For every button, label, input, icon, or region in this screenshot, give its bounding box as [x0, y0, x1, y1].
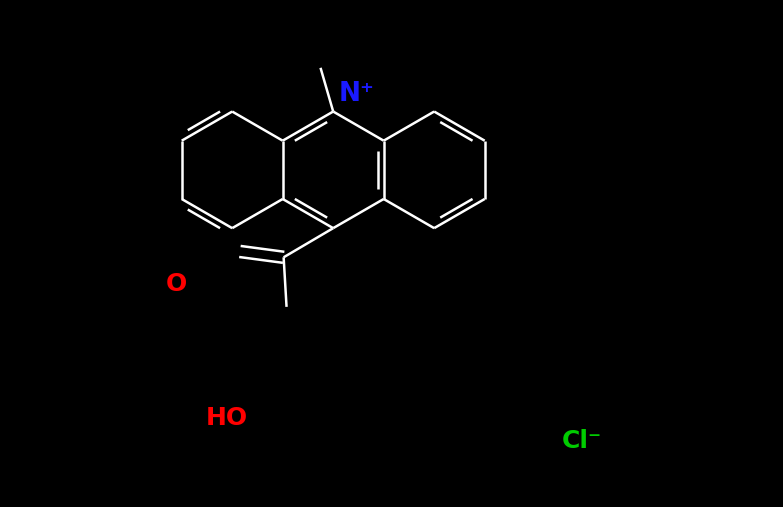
Text: N⁺: N⁺	[338, 82, 374, 107]
Text: HO: HO	[206, 406, 247, 430]
Text: Cl⁻: Cl⁻	[561, 429, 601, 453]
Text: O: O	[165, 272, 186, 296]
